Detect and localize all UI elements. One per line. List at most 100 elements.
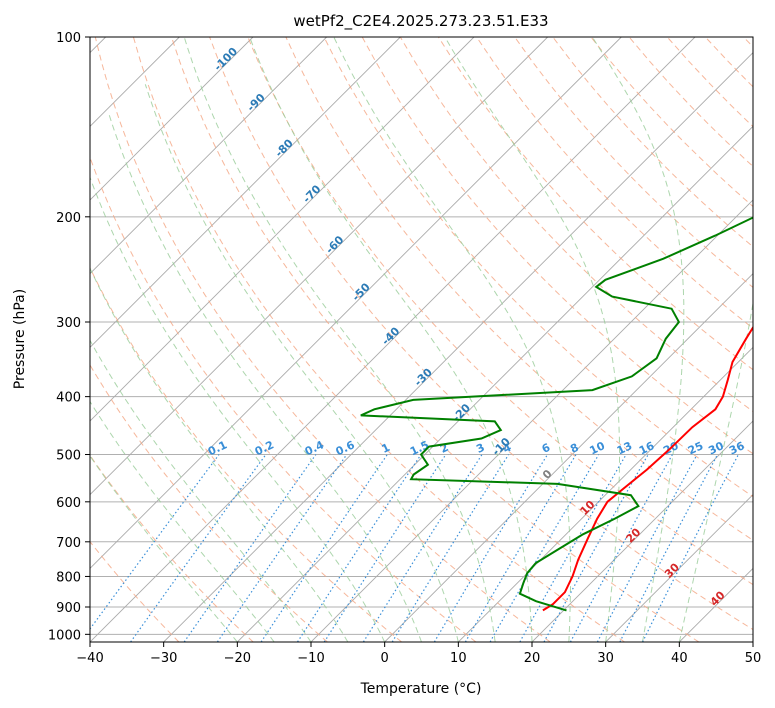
dry-adiabat-line bbox=[476, 37, 753, 329]
mixing-ratio-line bbox=[296, 454, 422, 642]
y-axis: 100 200 300 400 500 600 700 800 900 1000 bbox=[48, 31, 90, 643]
dry-adiabat-line bbox=[90, 454, 254, 642]
x-tick-label: −20 bbox=[224, 651, 251, 666]
isotherm-label: -70 bbox=[300, 182, 323, 205]
isotherm-label: -60 bbox=[323, 233, 346, 256]
temperature-series-line bbox=[542, 325, 753, 612]
y-tick-label: 400 bbox=[56, 391, 81, 406]
isotherm-line bbox=[531, 420, 753, 642]
x-tick-label: 0 bbox=[381, 651, 389, 666]
x-axis-label: Temperature (°C) bbox=[360, 681, 482, 697]
dry-adiabat-line bbox=[437, 37, 753, 371]
dry-adiabat-line bbox=[171, 37, 700, 642]
isotherm-label: -90 bbox=[245, 91, 268, 114]
mixing-ratio-line bbox=[464, 454, 577, 642]
dry-adiabat-line bbox=[90, 364, 328, 642]
dry-adiabat-line bbox=[704, 37, 753, 88]
isotherm-line bbox=[605, 494, 753, 642]
moist-adiabat-line bbox=[678, 300, 753, 642]
x-tick-label: −10 bbox=[297, 651, 324, 666]
isotherm-label: -100 bbox=[211, 45, 240, 74]
mixing-ratio-label: 10 bbox=[588, 439, 608, 457]
mixing-ratio-line bbox=[183, 454, 317, 642]
moist-adiabat-line bbox=[591, 37, 685, 642]
y-tick-label: 500 bbox=[56, 449, 81, 464]
moist-adiabat-line bbox=[108, 114, 422, 642]
dry-adiabat-line bbox=[743, 37, 753, 48]
x-axis: −40 −30 −20 −10 0 10 20 30 40 50 bbox=[76, 642, 761, 666]
mixing-ratio-label: 0.1 bbox=[206, 438, 229, 458]
x-tick-label: −30 bbox=[150, 651, 177, 666]
chart-title: wetPf2_C2E4.2025.273.23.51.E33 bbox=[293, 12, 548, 31]
isotherm-line bbox=[163, 52, 753, 642]
y-axis-label: Pressure (hPa) bbox=[12, 289, 28, 389]
dry-adiabat-line bbox=[514, 37, 753, 289]
x-tick-label: 20 bbox=[524, 651, 541, 666]
mixing-ratio-label: 16 bbox=[637, 439, 657, 457]
isotherm-line bbox=[310, 199, 753, 642]
dry-adiabat-line bbox=[361, 37, 753, 455]
moist-adiabat-line bbox=[183, 37, 496, 642]
mixing-ratio-label: 36 bbox=[727, 439, 747, 457]
x-tick-label: 40 bbox=[671, 651, 688, 666]
isotherm-line bbox=[384, 273, 753, 642]
mixing-ratio-label: 30 bbox=[706, 439, 726, 457]
mixing-ratio-label: 0.4 bbox=[303, 438, 326, 458]
dry-adiabat-line bbox=[247, 37, 753, 586]
dry-adiabat-line bbox=[209, 37, 753, 631]
series-lines bbox=[360, 216, 753, 612]
isotherm-line bbox=[90, 37, 254, 201]
moist-adiabat-line bbox=[90, 176, 386, 642]
x-tick-label: 10 bbox=[450, 651, 467, 666]
isoline-labels: 0.1 0.2 0.4 0.6 1 1.5 2 3 4 6 8 10 13 16 20 25 30 36-100-… bbox=[206, 45, 747, 609]
y-tick-label: 1000 bbox=[48, 628, 81, 643]
mixing-ratio-label: 25 bbox=[686, 439, 705, 457]
isotherm-line bbox=[752, 641, 753, 642]
isotherm-line bbox=[90, 37, 622, 569]
isotherm-line bbox=[90, 37, 401, 348]
x-tick-label: 50 bbox=[745, 651, 762, 666]
dry-adiabat-line bbox=[94, 37, 551, 642]
isotherm-label: 30 bbox=[662, 560, 682, 580]
y-tick-label: 300 bbox=[56, 316, 81, 331]
moist-adiabat-line bbox=[90, 400, 275, 642]
mixing-ratio-label: 0.6 bbox=[334, 438, 357, 458]
y-tick-label: 600 bbox=[56, 496, 81, 511]
mixing-ratio-line bbox=[260, 454, 388, 642]
isotherm-line bbox=[90, 37, 475, 422]
y-tick-label: 800 bbox=[56, 570, 81, 585]
mixing-ratio-line bbox=[130, 454, 267, 642]
dry-adiabat-line bbox=[90, 266, 403, 642]
x-tick-label: −40 bbox=[76, 651, 103, 666]
isotherm-line bbox=[679, 567, 753, 642]
isotherm-label: 20 bbox=[623, 525, 643, 545]
isotherm-label: -30 bbox=[412, 366, 435, 389]
moist-adiabat-line bbox=[333, 37, 571, 642]
mixing-ratio-label: 6 bbox=[540, 441, 553, 456]
mixing-ratio-line bbox=[596, 454, 698, 642]
moist-adiabat-line bbox=[249, 37, 533, 642]
isotherm-line bbox=[237, 125, 753, 642]
isotherm-label: -80 bbox=[273, 136, 296, 159]
y-tick-label: 700 bbox=[56, 536, 81, 551]
moist-adiabat-line bbox=[90, 454, 238, 642]
mixing-ratio-line bbox=[216, 454, 348, 642]
mixing-ratio-label: 13 bbox=[615, 439, 634, 457]
isotherm-label: -40 bbox=[379, 324, 402, 347]
dry-adiabat-line bbox=[285, 37, 753, 541]
moist-adiabat-line bbox=[144, 84, 459, 642]
dry-adiabat-line bbox=[90, 155, 477, 642]
moist-adiabat-line bbox=[90, 267, 349, 642]
isotherm-line bbox=[90, 37, 548, 496]
plot-frame bbox=[89, 36, 754, 643]
dewpoint-series-line bbox=[360, 216, 753, 612]
isotherm-label: -50 bbox=[350, 280, 373, 303]
y-tick-label: 100 bbox=[56, 31, 81, 46]
background-lines bbox=[90, 37, 753, 642]
isotherm-label: 40 bbox=[708, 588, 728, 608]
dry-adiabat-line bbox=[399, 37, 753, 413]
mixing-ratio-line bbox=[569, 454, 673, 642]
mixing-ratio-label: 0.2 bbox=[253, 438, 276, 458]
dry-adiabat-line bbox=[323, 37, 753, 498]
